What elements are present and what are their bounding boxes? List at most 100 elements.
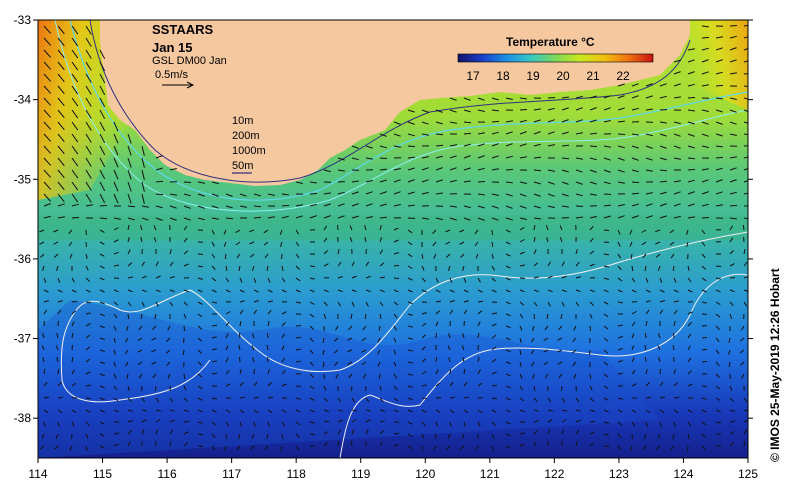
current-vector — [589, 349, 591, 356]
current-vector — [43, 49, 52, 58]
current-vector — [253, 300, 259, 303]
current-vector — [447, 433, 451, 439]
current-vector — [155, 419, 161, 423]
current-vector — [350, 385, 353, 392]
current-vector — [617, 421, 623, 426]
current-vector — [743, 156, 748, 159]
current-vector — [519, 432, 526, 435]
current-vector — [701, 445, 706, 451]
current-vector — [743, 48, 748, 51]
current-vector — [55, 433, 59, 439]
current-vector — [491, 131, 499, 135]
current-vector — [686, 229, 689, 235]
current-vector — [85, 384, 91, 387]
current-vector — [211, 241, 215, 247]
current-vector — [39, 445, 45, 450]
current-vector — [57, 289, 63, 293]
current-vector — [379, 168, 387, 171]
current-vector — [197, 361, 203, 366]
current-vector — [644, 433, 647, 439]
current-vector — [532, 373, 535, 380]
current-vector — [351, 157, 359, 161]
current-vector — [603, 95, 611, 99]
current-vector — [349, 225, 353, 231]
current-vector — [645, 157, 653, 161]
current-vector — [71, 73, 79, 83]
current-vector — [169, 301, 174, 307]
current-vector — [379, 133, 387, 137]
current-vector — [631, 107, 639, 111]
current-vector — [673, 157, 681, 160]
current-vector — [617, 347, 623, 351]
lat-tick-label: -37 — [14, 332, 32, 346]
current-vector — [575, 429, 580, 435]
current-vector — [701, 47, 709, 51]
current-vector — [127, 420, 133, 423]
current-vector — [631, 321, 636, 327]
current-vector — [449, 409, 455, 414]
current-vector — [603, 373, 609, 378]
current-vector — [477, 409, 483, 414]
current-vector — [575, 276, 581, 279]
current-vector — [505, 97, 513, 100]
current-vector — [43, 277, 47, 283]
current-vector — [113, 121, 119, 132]
current-vector — [657, 333, 661, 339]
current-vector — [127, 225, 130, 231]
current-vector — [365, 179, 373, 183]
current-vector — [379, 313, 382, 319]
current-vector — [379, 203, 387, 207]
current-vector — [53, 229, 59, 233]
current-vector — [729, 409, 735, 412]
current-vector — [505, 349, 511, 353]
current-vector — [701, 191, 709, 195]
current-vector — [617, 372, 623, 375]
current-vector — [57, 381, 62, 387]
current-vector — [267, 409, 273, 414]
current-vector — [127, 133, 132, 144]
current-vector — [421, 253, 424, 259]
current-vector — [435, 133, 444, 136]
current-vector — [99, 204, 108, 207]
current-vector — [477, 382, 483, 387]
current-vector — [166, 337, 171, 342]
current-vector — [603, 241, 610, 243]
current-vector — [57, 97, 65, 107]
current-vector — [491, 155, 499, 159]
current-vector — [644, 333, 647, 339]
current-vector — [323, 409, 329, 412]
current-vector — [505, 409, 511, 413]
current-vector — [266, 265, 269, 271]
current-vector — [323, 203, 331, 207]
current-vector — [323, 289, 329, 293]
current-vector — [71, 169, 79, 179]
current-vector — [407, 109, 415, 113]
current-vector — [603, 445, 610, 448]
current-vector — [589, 385, 593, 391]
current-vector — [687, 409, 693, 413]
current-vector — [183, 397, 189, 402]
current-vector — [183, 263, 189, 267]
copyright-credit: © IMOS 25-May-2019 12:26 Hobart — [768, 268, 782, 462]
current-vector — [729, 217, 737, 220]
current-vector — [645, 277, 649, 283]
current-vector — [505, 421, 511, 425]
current-vector — [645, 169, 653, 172]
current-vector — [432, 229, 437, 234]
current-vector — [533, 430, 538, 435]
current-vector — [153, 237, 157, 243]
current-vector — [729, 25, 738, 27]
current-vector — [463, 121, 472, 124]
current-vector — [645, 145, 653, 149]
current-vector — [477, 205, 485, 209]
current-vector — [113, 239, 119, 243]
current-vector — [659, 289, 665, 293]
current-vector — [687, 109, 695, 112]
current-vector — [673, 215, 681, 219]
current-vector — [238, 332, 241, 339]
current-vector — [519, 397, 525, 402]
current-vector — [236, 445, 241, 451]
current-vector — [127, 276, 133, 279]
current-vector — [505, 205, 513, 209]
current-vector — [561, 181, 569, 185]
